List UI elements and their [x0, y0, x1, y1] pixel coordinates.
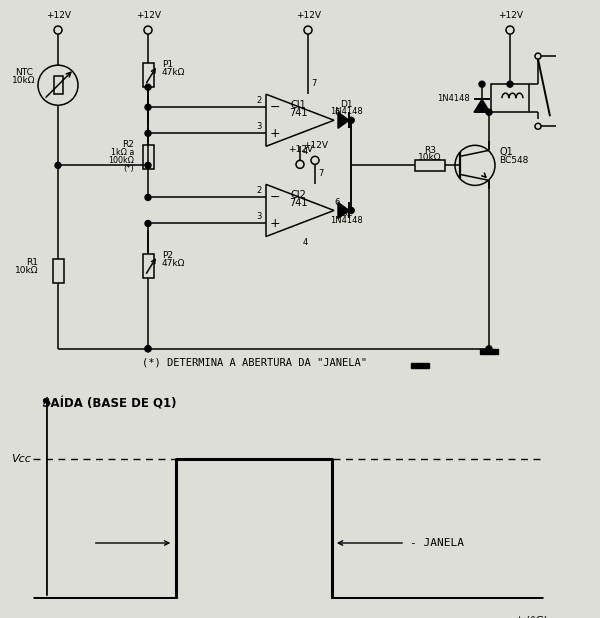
Bar [491, 84, 529, 112]
Text: R3: R3 [424, 146, 436, 155]
Text: +12V: +12V [137, 11, 161, 20]
Text: 10kΩ: 10kΩ [14, 266, 38, 274]
Circle shape [479, 81, 485, 87]
Text: +12V: +12V [289, 145, 314, 154]
Text: t (°C): t (°C) [518, 615, 547, 618]
Bar [415, 160, 445, 171]
Circle shape [145, 195, 151, 200]
Text: D2: D2 [340, 210, 352, 219]
Bar [143, 253, 154, 277]
Circle shape [348, 208, 354, 213]
Text: NTC: NTC [15, 68, 33, 77]
Text: 47kΩ: 47kΩ [162, 68, 185, 77]
Circle shape [486, 109, 492, 115]
Circle shape [145, 84, 151, 90]
Circle shape [507, 81, 513, 87]
Text: +12V: +12V [47, 11, 71, 20]
Circle shape [486, 345, 492, 352]
Polygon shape [338, 112, 349, 129]
Text: SAÍDA (BASE DE Q1): SAÍDA (BASE DE Q1) [43, 397, 177, 410]
Text: CI2: CI2 [290, 190, 306, 200]
Text: +12V: +12V [296, 11, 322, 20]
Text: +12V: +12V [304, 142, 329, 150]
Text: 1N4148: 1N4148 [329, 108, 362, 116]
Bar [53, 76, 62, 94]
Text: BC548: BC548 [499, 156, 529, 166]
Text: (*) DETERMINA A ABERTURA DA "JANELA": (*) DETERMINA A ABERTURA DA "JANELA" [143, 358, 367, 368]
Text: 100kΩ: 100kΩ [108, 156, 134, 166]
Text: Q1: Q1 [499, 147, 513, 158]
Text: 1N4148: 1N4148 [437, 94, 470, 103]
Text: Vcc: Vcc [11, 454, 31, 464]
Bar [411, 363, 429, 368]
Circle shape [145, 163, 151, 168]
Text: CI1: CI1 [290, 100, 306, 110]
Text: 1kΩ a: 1kΩ a [110, 148, 134, 158]
Circle shape [145, 130, 151, 137]
Text: D1: D1 [340, 100, 352, 109]
Circle shape [145, 345, 151, 352]
Circle shape [145, 221, 151, 226]
Text: 10kΩ: 10kΩ [12, 76, 36, 85]
Text: 741: 741 [289, 198, 307, 208]
Text: 4: 4 [303, 147, 308, 156]
Polygon shape [338, 203, 349, 219]
Circle shape [348, 117, 354, 123]
Text: −: − [270, 191, 280, 204]
Text: −: − [270, 101, 280, 114]
Text: 7: 7 [311, 79, 316, 88]
Text: 4: 4 [303, 237, 308, 247]
Text: 741: 741 [289, 108, 307, 118]
Text: R1: R1 [26, 258, 38, 266]
Text: +12V: +12V [499, 11, 523, 20]
Bar [143, 63, 154, 87]
Text: - JANELA: - JANELA [410, 538, 464, 548]
Text: 10kΩ: 10kΩ [418, 153, 442, 163]
Text: P1: P1 [162, 60, 173, 69]
Text: R2: R2 [122, 140, 134, 150]
Bar [143, 145, 154, 169]
Text: 6: 6 [334, 198, 340, 208]
Text: P2: P2 [162, 250, 173, 260]
Circle shape [55, 163, 61, 168]
Text: 6: 6 [334, 108, 340, 117]
Text: 3: 3 [256, 213, 262, 221]
Bar [53, 258, 64, 282]
Text: +: + [269, 217, 280, 230]
Polygon shape [474, 99, 490, 112]
Text: (*): (*) [123, 164, 134, 174]
Text: 3: 3 [256, 122, 262, 131]
Circle shape [145, 104, 151, 110]
Text: 1N4148: 1N4148 [329, 216, 362, 226]
Text: 47kΩ: 47kΩ [162, 258, 185, 268]
Text: 2: 2 [256, 96, 262, 105]
Text: 2: 2 [256, 187, 262, 195]
Bar [480, 349, 498, 353]
Text: 7: 7 [318, 169, 323, 179]
Text: +: + [269, 127, 280, 140]
Circle shape [145, 345, 151, 352]
